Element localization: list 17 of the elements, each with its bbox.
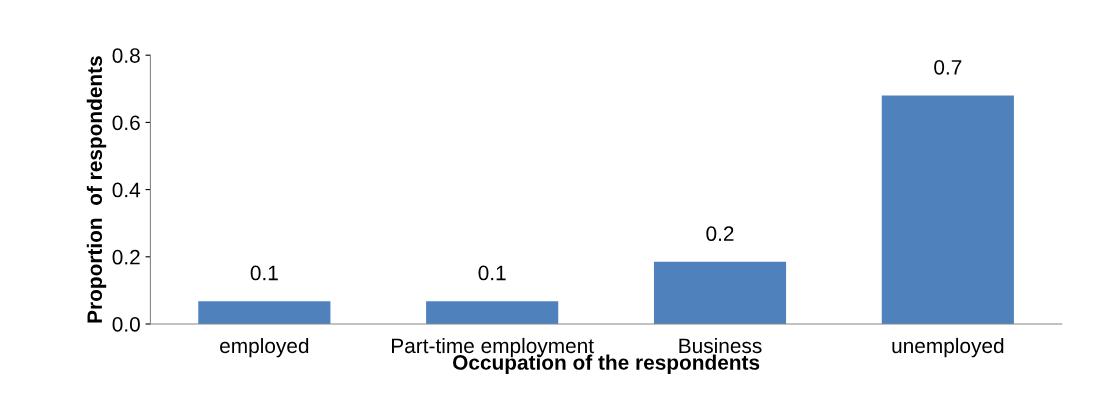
y-tick-label: 0.4	[112, 182, 141, 198]
bar	[653, 261, 787, 324]
data-label: 0.1	[250, 265, 278, 281]
y-axis-title: Proportion of respondents	[86, 56, 107, 323]
y-tick-label: 0.6	[112, 115, 140, 131]
y-tick-label: 0.0	[112, 317, 140, 332]
bar	[881, 95, 1014, 324]
data-label: 0.2	[706, 226, 734, 242]
y-tick-label: 0.8	[112, 48, 140, 63]
x-tick-label: employed	[220, 337, 309, 358]
data-label: 0.7	[934, 59, 962, 75]
bar	[198, 301, 331, 324]
data-label: 0.1	[478, 265, 506, 281]
x-tick-label: Business	[679, 337, 762, 354]
y-tick-label: 0.2	[112, 249, 140, 265]
bar	[426, 301, 559, 324]
x-tick-label: unemployed	[892, 337, 1004, 358]
